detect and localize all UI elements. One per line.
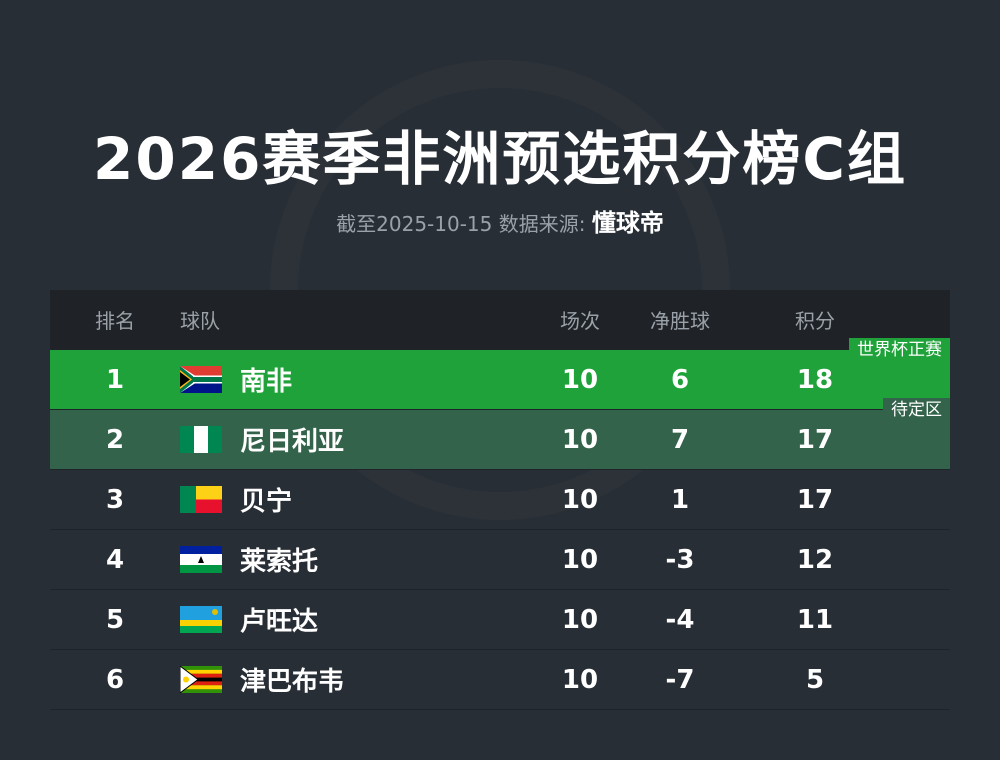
subtitle: 截至2025-10-15 数据来源: 懂球帝 — [0, 203, 1000, 238]
team-name: 南非 — [240, 367, 293, 397]
points: 17 — [796, 424, 834, 455]
table-row: 世界杯正赛 1 南非 10 6 18 — [50, 338, 950, 410]
goal-difference: 6 — [670, 364, 690, 395]
points: 18 — [796, 364, 834, 395]
nigeria-flag-icon — [180, 426, 222, 453]
points: 17 — [796, 484, 834, 515]
zone-label-pending: 待定区 — [883, 398, 950, 422]
team-name: 尼日利亚 — [240, 427, 345, 457]
rank: 4 — [105, 544, 125, 575]
goal-difference: 1 — [670, 484, 690, 515]
points: 11 — [796, 604, 834, 635]
table-row: 3 贝宁 10 1 17 — [50, 470, 950, 530]
team-name: 津巴布韦 — [240, 667, 345, 697]
header-points: 积分 — [795, 309, 835, 333]
table-header: 排名 球队 场次 净胜球 积分 — [50, 290, 950, 350]
date-source-text: 截至2025-10-15 数据来源: — [336, 212, 586, 236]
zimbabwe-flag-icon — [180, 666, 222, 693]
zone-label-qualified: 世界杯正赛 — [849, 338, 950, 362]
table-row: 5 卢旺达 10 -4 11 — [50, 590, 950, 650]
played: 10 — [561, 364, 599, 395]
goal-difference: -3 — [665, 544, 695, 575]
rwanda-flag-icon — [180, 606, 222, 633]
south-africa-flag-icon — [180, 366, 222, 393]
points: 12 — [796, 544, 834, 575]
team-name: 卢旺达 — [240, 607, 319, 637]
rank: 1 — [105, 364, 125, 395]
played: 10 — [561, 604, 599, 635]
goal-difference: 7 — [670, 424, 690, 455]
rank: 2 — [105, 424, 125, 455]
team-name: 莱索托 — [240, 547, 319, 577]
table-row: 6 津巴布韦 10 -7 5 — [50, 650, 950, 710]
benin-flag-icon — [180, 486, 222, 513]
table-row: 4 莱索托 10 -3 12 — [50, 530, 950, 590]
page-title: 2026赛季非洲预选积分榜C组 — [93, 125, 907, 193]
team-name: 贝宁 — [240, 487, 293, 517]
header-gd: 净胜球 — [650, 309, 710, 333]
played: 10 — [561, 544, 599, 575]
header-team: 球队 — [180, 309, 220, 333]
played: 10 — [561, 664, 599, 695]
played: 10 — [561, 424, 599, 455]
goal-difference: -4 — [665, 604, 695, 635]
played: 10 — [561, 484, 599, 515]
standings-table: 排名 球队 场次 净胜球 积分 世界杯正赛 1 南非 10 6 18 待定区 2 尼日… — [50, 290, 950, 710]
table-row: 待定区 2 尼日利亚 10 7 17 — [50, 398, 950, 470]
header-played: 场次 — [560, 309, 600, 333]
points: 5 — [805, 664, 825, 695]
goal-difference: -7 — [665, 664, 695, 695]
rank: 5 — [105, 604, 125, 635]
source-brand: 懂球帝 — [591, 209, 664, 237]
rank: 6 — [105, 664, 125, 695]
header-rank: 排名 — [95, 309, 135, 333]
rank: 3 — [105, 484, 125, 515]
lesotho-flag-icon — [180, 546, 222, 573]
